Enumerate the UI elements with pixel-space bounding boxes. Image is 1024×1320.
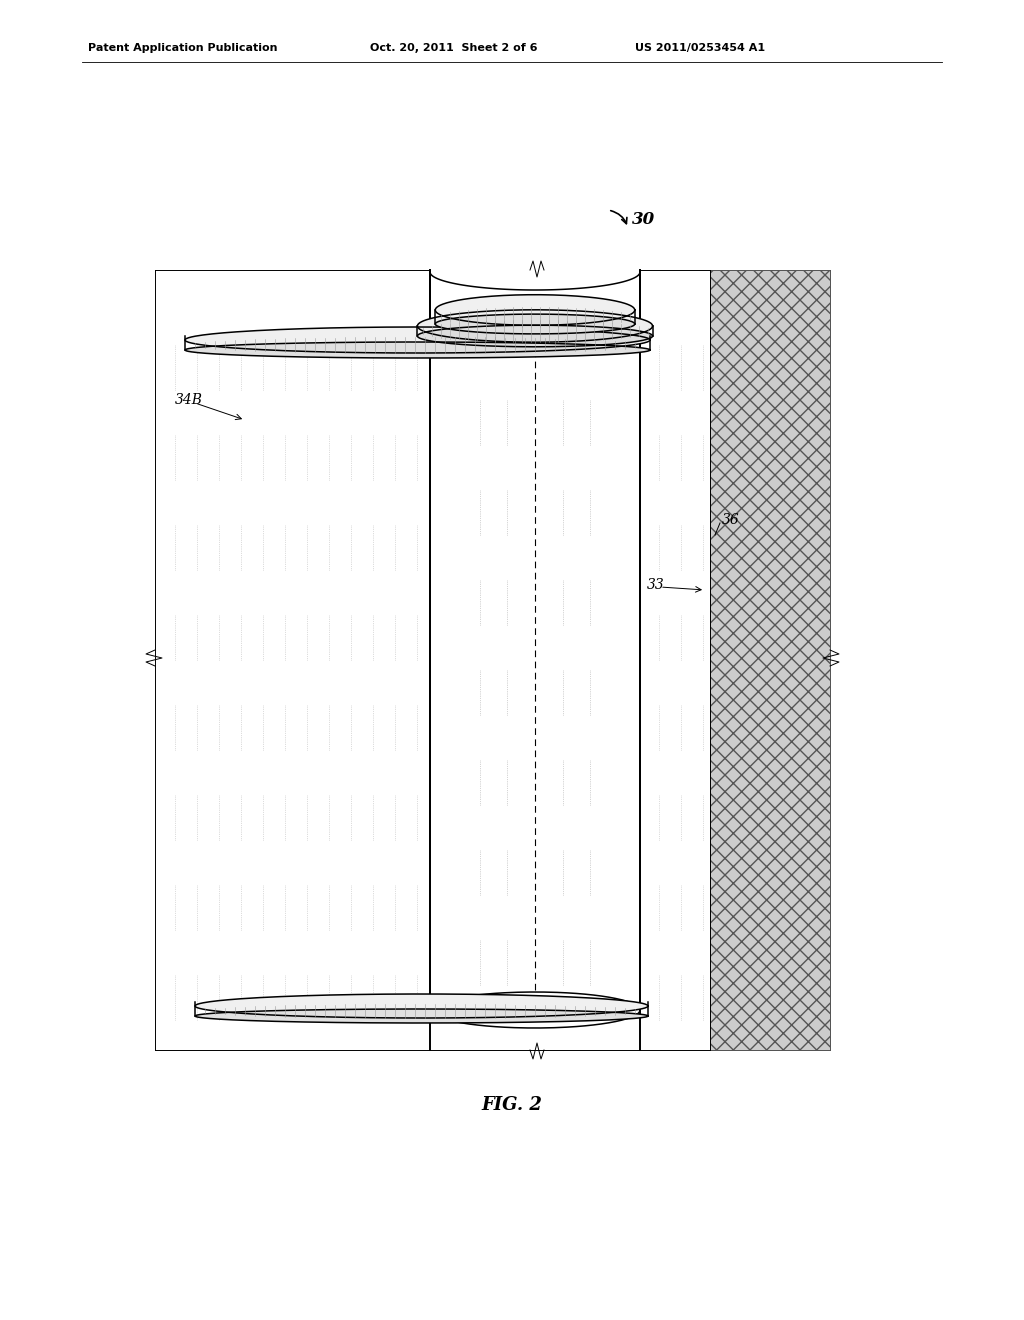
Bar (710, 271, 830, 1049)
Text: US 2011/0253454 A1: US 2011/0253454 A1 (635, 44, 765, 53)
Polygon shape (435, 314, 635, 334)
Polygon shape (435, 294, 635, 325)
Bar (430, 271, 640, 1049)
Text: 30: 30 (632, 211, 655, 228)
Text: 34C: 34C (462, 1003, 490, 1016)
Text: Oct. 20, 2011  Sheet 2 of 6: Oct. 20, 2011 Sheet 2 of 6 (370, 44, 538, 53)
Polygon shape (195, 1008, 648, 1023)
Polygon shape (195, 994, 648, 1018)
Text: 33: 33 (647, 578, 665, 591)
Text: Patent Application Publication: Patent Application Publication (88, 44, 278, 53)
Polygon shape (418, 325, 652, 347)
Text: 34A: 34A (495, 294, 522, 309)
Text: 36: 36 (722, 513, 739, 527)
Text: 34B: 34B (175, 393, 203, 407)
Polygon shape (418, 310, 652, 342)
Text: FIG. 2: FIG. 2 (481, 1096, 543, 1114)
Text: 35: 35 (548, 300, 565, 314)
Text: 32: 32 (465, 634, 482, 647)
Polygon shape (185, 327, 650, 352)
Polygon shape (185, 342, 650, 358)
